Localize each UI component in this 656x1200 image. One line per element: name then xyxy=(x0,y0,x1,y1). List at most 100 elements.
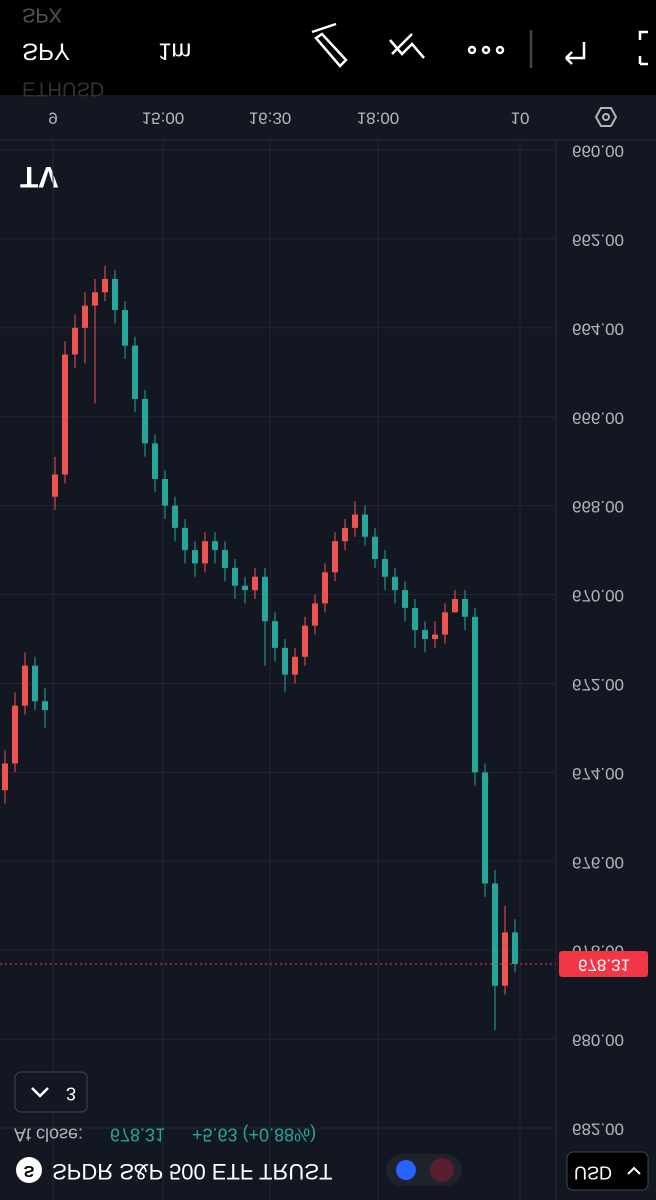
chevron xyxy=(627,1166,641,1175)
candle-body xyxy=(212,541,218,551)
candle-body xyxy=(82,305,88,328)
interval[interactable]: 1m xyxy=(158,38,191,65)
toolbar xyxy=(0,0,656,95)
y-tick-label: 664.00 xyxy=(572,319,624,338)
x-tick-label: 16:30 xyxy=(249,109,292,128)
candle-body xyxy=(172,505,178,528)
draw-icon[interactable] xyxy=(389,33,425,59)
candle-body xyxy=(432,634,438,639)
candle-body xyxy=(492,883,498,986)
candle-body xyxy=(382,558,388,577)
more-icon[interactable] xyxy=(467,45,477,55)
candle-body xyxy=(292,656,298,675)
more-dot xyxy=(481,45,491,55)
candle-body xyxy=(512,932,518,964)
instrument-name: SPDR S&P 500 ETF TRUST xyxy=(52,1159,332,1184)
candle-body xyxy=(232,567,238,586)
badge-text: S xyxy=(24,1162,35,1179)
brush-icon[interactable] xyxy=(311,22,348,68)
candle-body xyxy=(272,621,278,648)
candle-body xyxy=(252,576,258,591)
candle-body xyxy=(72,327,78,355)
candle-body xyxy=(182,527,188,551)
candle-body xyxy=(52,474,58,497)
y-tick-label: 662.00 xyxy=(572,230,624,249)
y-tick-label: 672.00 xyxy=(572,675,624,694)
candle-body xyxy=(482,772,488,884)
plot xyxy=(0,140,556,1200)
y-tick-label: 666.00 xyxy=(572,408,624,427)
candle-body xyxy=(402,590,408,608)
y-tick-label: 668.00 xyxy=(572,497,624,516)
y-tick-label: 682.00 xyxy=(572,1120,624,1139)
toolbar-icons[interactable] xyxy=(311,22,648,68)
candle-body xyxy=(342,527,348,542)
candle-body xyxy=(62,354,68,475)
candle-body xyxy=(302,625,308,657)
ghost-symbol: ETHUSD xyxy=(22,78,104,100)
badge xyxy=(16,1157,42,1183)
candle-body xyxy=(122,310,128,346)
candle-body xyxy=(222,550,228,568)
candle-body xyxy=(372,536,378,559)
candle-body xyxy=(332,541,338,573)
candle-body xyxy=(312,603,318,626)
collapse-count: 3 xyxy=(66,1083,76,1103)
candle-body xyxy=(322,572,328,604)
y-tick-label: 676.00 xyxy=(572,853,624,872)
settings-icon[interactable] xyxy=(594,107,618,127)
currency-button[interactable] xyxy=(566,1151,649,1191)
candle-body xyxy=(92,292,98,306)
x-tick-label: 10 xyxy=(511,109,530,128)
candle-body xyxy=(42,701,48,711)
logo: TV xyxy=(20,160,58,193)
candle-body xyxy=(132,345,138,399)
candle-body xyxy=(472,616,478,773)
fullscreen-icon[interactable] xyxy=(638,30,648,66)
candle-body xyxy=(162,478,168,506)
y-tick-label: 674.00 xyxy=(572,764,624,783)
y-tick-label: 680.00 xyxy=(572,1031,624,1050)
x-tick-label: 18:00 xyxy=(357,109,400,128)
candle-body xyxy=(142,398,148,444)
candle-body xyxy=(112,278,118,311)
candle-body xyxy=(12,705,18,764)
candle-body xyxy=(2,763,8,791)
candle-body xyxy=(422,630,428,639)
undo-icon[interactable] xyxy=(565,42,586,65)
toggle-moon xyxy=(396,1160,416,1180)
at-close-price: 678.31 xyxy=(110,1124,165,1144)
candle-body xyxy=(242,585,248,591)
candle-body xyxy=(452,598,458,613)
candle-body xyxy=(32,665,38,702)
symbol[interactable]: SPY xyxy=(22,38,70,65)
candle-body xyxy=(392,576,398,591)
candle-body xyxy=(192,550,198,564)
candle-body xyxy=(152,443,158,479)
x-tick-label: 15:00 xyxy=(142,109,185,128)
y-tick-label: 660.00 xyxy=(572,142,624,161)
chevron xyxy=(31,1087,49,1098)
at-close-change: +5.63 (+0.88%) xyxy=(192,1124,316,1144)
candle-body xyxy=(462,598,468,617)
candle-body xyxy=(352,514,358,528)
x-tick-label: 9 xyxy=(48,109,57,128)
candle-body xyxy=(362,514,368,537)
candle-body xyxy=(22,665,28,706)
collapse-button[interactable] xyxy=(14,1071,88,1113)
currency: USD xyxy=(574,1162,612,1182)
last-price-label: 678.31 xyxy=(578,955,630,974)
ghost-symbol: SPX xyxy=(22,4,62,26)
candle-body xyxy=(102,278,108,293)
candle-body xyxy=(442,612,448,635)
more-dot xyxy=(495,45,505,55)
last-price-tag xyxy=(559,950,648,977)
candle-body xyxy=(412,607,418,631)
y-tick-label: 670.00 xyxy=(572,586,624,605)
candle-body xyxy=(262,576,268,622)
candle-body xyxy=(282,647,288,675)
at-close-label: At close: xyxy=(14,1124,83,1144)
